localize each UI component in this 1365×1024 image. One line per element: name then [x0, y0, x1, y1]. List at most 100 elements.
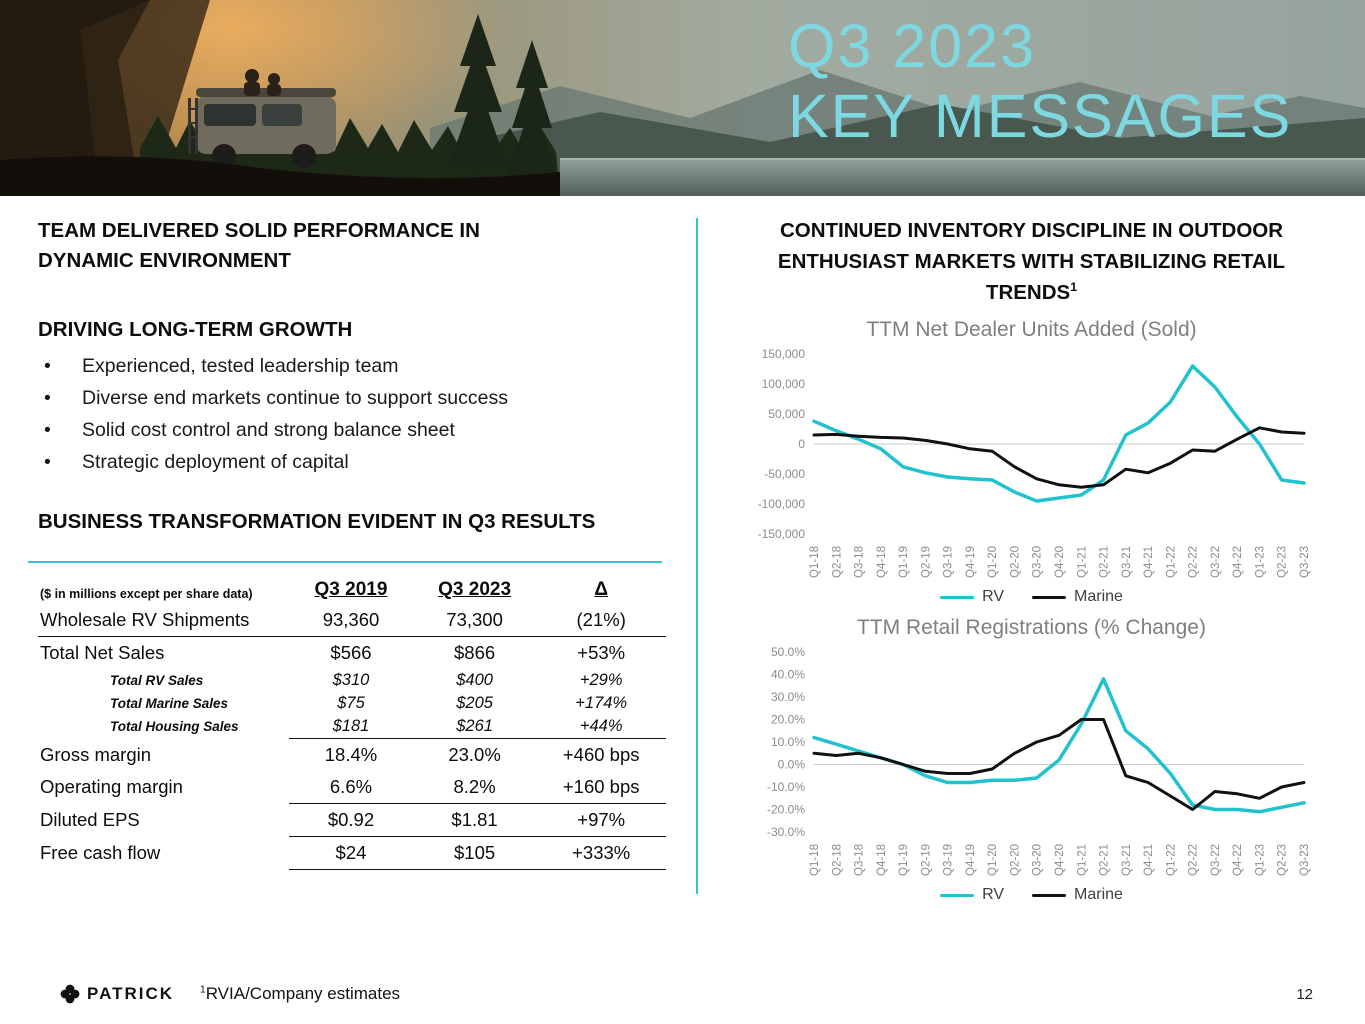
y-tick-label: 40.0% [770, 668, 804, 682]
legend-swatch [940, 893, 975, 897]
bullet-item: • Diverse end markets continue to support… [38, 383, 666, 415]
row-value: 18.4% [289, 737, 413, 771]
row-value: (21%) [576, 608, 626, 630]
logo-text: PATRICK [87, 984, 175, 1003]
x-tick-label: Q1-20 [987, 546, 999, 578]
dealer-units-chart-block: TTM Net Dealer Units Added (Sold) 150,00… [732, 308, 1332, 606]
bullet-dot: • [44, 355, 51, 378]
left-column: TEAM DELIVERED SOLID PERFORMANCE IN DYNA… [28, 202, 666, 870]
lake-water [560, 158, 1365, 196]
x-tick-label: Q1-22 [1165, 844, 1177, 876]
row-value: 8.2% [453, 775, 496, 797]
y-tick-label: 150,000 [761, 347, 805, 361]
x-tick-label: Q4-21 [1143, 844, 1155, 876]
y-tick-label: 100,000 [761, 377, 805, 391]
slide-title: Q3 2023 KEY MESSAGES [788, 12, 1292, 151]
y-tick-label: 30.0% [770, 690, 804, 704]
row-value: 73,300 [446, 608, 503, 630]
results-table: ($ in millions except per share data) Q3… [38, 575, 666, 870]
x-tick-label: Q3-20 [1031, 546, 1043, 578]
row-value: +97% [536, 802, 666, 837]
bullet-text: Strategic deployment of capital [82, 451, 349, 474]
row-value: $866 [412, 635, 537, 669]
legend-item-marine: Marine [1032, 588, 1123, 606]
patrick-logo: PATRICK [60, 984, 174, 1004]
x-tick-label: Q3-19 [942, 546, 954, 578]
y-tick-label: -150,000 [757, 527, 805, 541]
x-tick-label: Q2-21 [1098, 844, 1110, 876]
column-header-q3-2019: Q3 2019 [314, 578, 388, 600]
x-tick-label: Q2-19 [920, 844, 932, 876]
x-tick-label: Q1-21 [1076, 546, 1088, 578]
x-tick-label: Q1-18 [809, 844, 821, 876]
heading-footnote-marker: 1 [1070, 279, 1078, 294]
left-cliff [0, 0, 210, 196]
y-tick-label: -10.0% [766, 780, 804, 794]
y-tick-label: -100,000 [757, 497, 805, 511]
table-header-row: ($ in millions except per share data) Q3… [38, 575, 666, 604]
y-tick-label: 0 [798, 437, 805, 451]
x-tick-label: Q1-19 [898, 844, 910, 876]
x-tick-label: Q4-22 [1232, 844, 1244, 876]
row-value: +160 bps [562, 775, 640, 797]
x-tick-label: Q2-22 [1187, 844, 1199, 876]
row-value: +174% [575, 693, 628, 712]
row-label: Operating margin [40, 776, 183, 797]
x-tick-label: Q2-22 [1187, 546, 1199, 578]
dealer-units-chart-title: TTM Net Dealer Units Added (Sold) [866, 318, 1197, 342]
bullet-item: • Experienced, tested leadership team [38, 351, 666, 383]
column-header-delta: Δ [594, 578, 609, 600]
table-row: Diluted EPS $0.92 $1.81 +97% [38, 802, 666, 837]
legend-item-rv: RV [940, 588, 1004, 606]
row-value: $181 [332, 716, 370, 735]
row-value: 93,360 [322, 608, 380, 630]
table-row: Free cash flow $24 $105 +333% [38, 835, 666, 870]
legend-swatch [1032, 893, 1067, 897]
x-tick-label: Q2-23 [1276, 546, 1288, 578]
legend-label: Marine [1074, 886, 1123, 904]
x-tick-label: Q3-18 [853, 844, 865, 876]
row-label: Total Net Sales [38, 635, 290, 669]
bullet-dot: • [44, 451, 51, 474]
x-tick-label: Q3-20 [1031, 844, 1043, 876]
x-tick-label: Q3-22 [1209, 546, 1221, 578]
series-line-marine [812, 426, 1305, 489]
x-tick-label: Q2-18 [831, 546, 843, 578]
heading-transformation: BUSINESS TRANSFORMATION EVIDENT IN Q3 RE… [38, 510, 596, 534]
table-row: Wholesale RV Shipments 93,360 73,300 (21%) [38, 604, 666, 637]
growth-bullets: • Experienced, tested leadership team • Div… [38, 351, 666, 479]
x-tick-label: Q2-23 [1276, 844, 1288, 876]
row-value: +53% [536, 635, 666, 669]
x-tick-label: Q1-23 [1254, 546, 1266, 578]
x-tick-label: Q1-22 [1165, 546, 1177, 578]
row-value: $105 [412, 835, 537, 870]
row-value: $1.81 [412, 802, 537, 837]
row-label: Total Marine Sales [110, 695, 229, 711]
heading-inventory-text: CONTINUED INVENTORY DISCIPLINE IN OUTDOO… [777, 219, 1286, 304]
x-tick-label: Q1-19 [898, 546, 910, 578]
foreground-ground [0, 156, 560, 196]
row-value: +44% [579, 716, 623, 735]
x-tick-label: Q4-19 [964, 546, 976, 578]
x-tick-label: Q3-18 [853, 546, 865, 578]
x-tick-label: Q4-20 [1054, 546, 1066, 578]
table-row: Total Marine Sales $75 $205 +174% [38, 692, 666, 715]
pine-trees [448, 14, 556, 196]
slide-title-line2: KEY MESSAGES [788, 81, 1293, 150]
x-tick-label: Q4-18 [875, 844, 887, 876]
table-row: Total Housing Sales $181 $261 +44% [38, 715, 666, 739]
legend-swatch [1032, 595, 1067, 599]
x-tick-label: Q2-20 [1009, 546, 1021, 578]
row-value: +29% [579, 670, 623, 689]
footer: PATRICK 1RVIA/Company estimates 12 [0, 984, 1365, 1004]
x-tick-label: Q3-22 [1209, 844, 1221, 876]
table-top-rule [28, 560, 662, 563]
row-label: Free cash flow [40, 841, 161, 863]
x-tick-label: Q2-19 [920, 546, 932, 578]
heading-inventory-discipline: CONTINUED INVENTORY DISCIPLINE IN OUTDOO… [741, 216, 1323, 308]
row-value: +333% [536, 835, 666, 870]
bullet-text: Diverse end markets continue to support … [82, 387, 508, 410]
x-tick-label: Q2-20 [1009, 844, 1021, 876]
x-tick-label: Q1-21 [1076, 844, 1088, 876]
table-row: Operating margin 6.6% 8.2% +160 bps [38, 771, 666, 804]
